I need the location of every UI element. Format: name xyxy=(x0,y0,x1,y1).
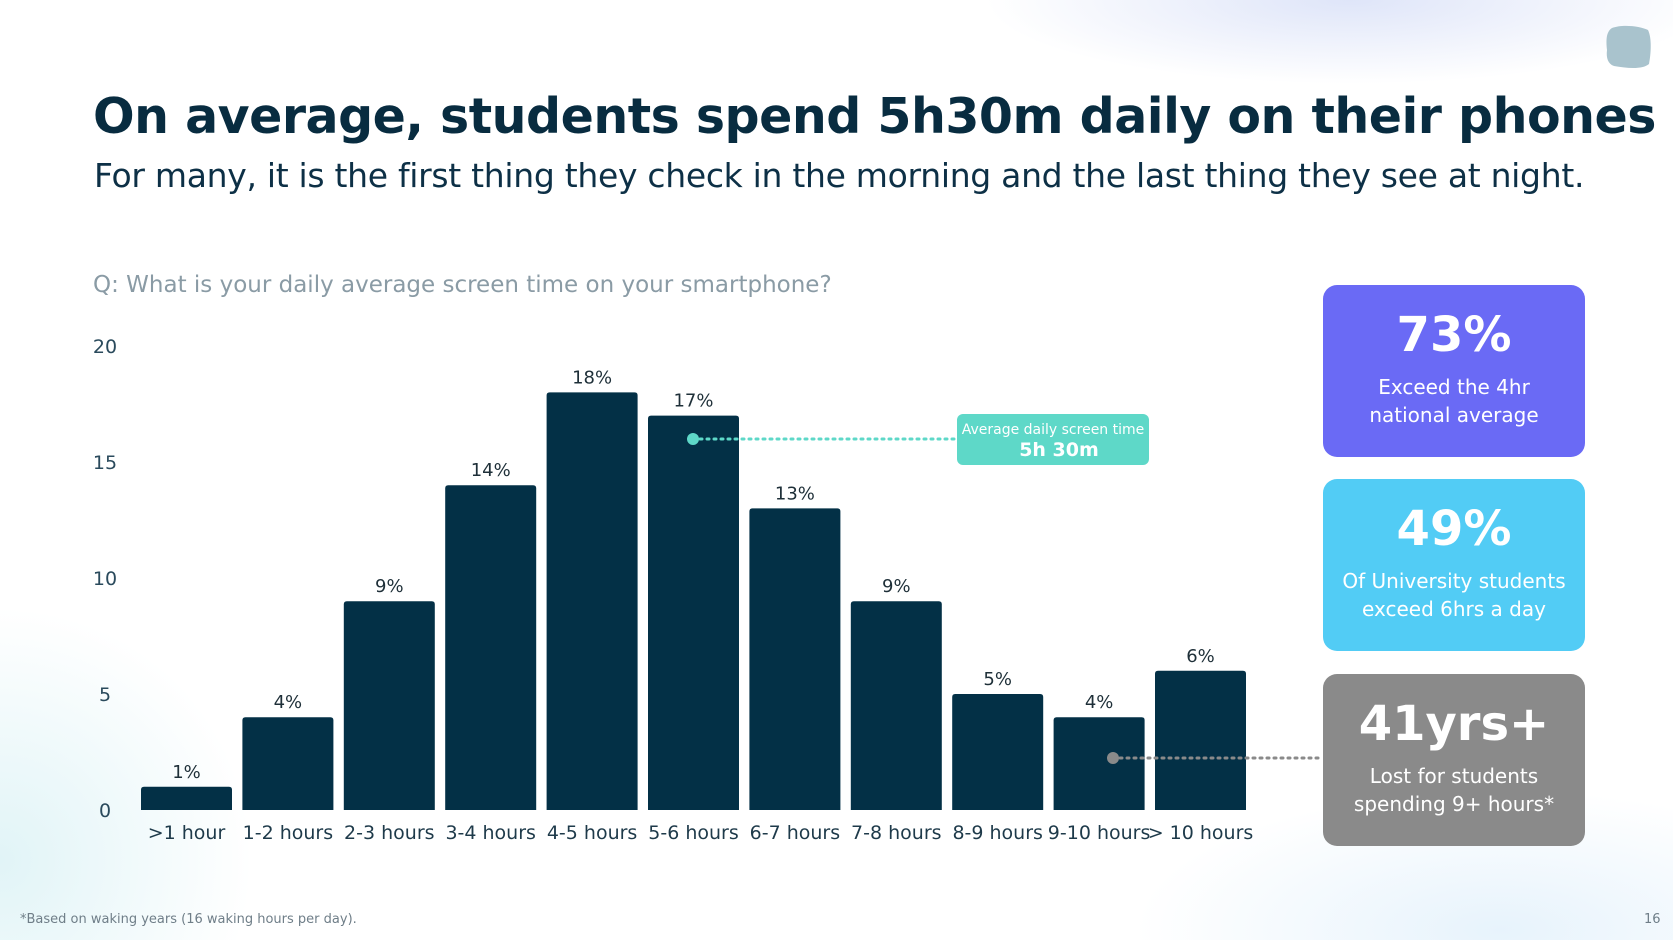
stat-value: 41yrs+ xyxy=(1358,696,1550,752)
lost-years-marker xyxy=(1107,752,1119,764)
bar xyxy=(242,717,334,810)
y-tick-label: 10 xyxy=(93,568,117,590)
x-tick-label: 7-8 hours xyxy=(851,822,942,844)
bar xyxy=(648,415,739,810)
callout-value: 5h 30m xyxy=(1019,439,1099,461)
page-number: 16 xyxy=(1644,912,1661,927)
stat-card-university-students: 49% Of University students exceed 6hrs a… xyxy=(1323,479,1585,651)
bar-data-label: 4% xyxy=(1085,692,1114,713)
x-tick-label: 9-10 hours xyxy=(1048,822,1151,844)
x-tick-label: >1 hour xyxy=(148,822,226,844)
brand-logo xyxy=(1606,25,1651,68)
bar-data-label: 18% xyxy=(572,367,612,388)
bar-data-label: 4% xyxy=(274,692,303,713)
x-tick-label: 4-5 hours xyxy=(547,822,638,844)
x-tick-label: 5-6 hours xyxy=(648,822,739,844)
bar xyxy=(749,508,841,810)
bar-data-label: 14% xyxy=(471,460,511,481)
bar-data-label: 5% xyxy=(983,669,1012,690)
stat-value: 49% xyxy=(1396,501,1512,557)
bar xyxy=(1155,670,1246,810)
average-callout: Average daily screen time 5h 30m xyxy=(687,414,1149,465)
bar xyxy=(141,786,232,810)
y-tick-label: 15 xyxy=(93,452,117,474)
stat-card-national-average: 73% Exceed the 4hr national average xyxy=(1323,285,1585,457)
stat-value: 73% xyxy=(1396,307,1512,363)
bar-data-label: 9% xyxy=(375,576,404,597)
stat-description: Of University students exceed 6hrs a day xyxy=(1342,569,1566,621)
bar xyxy=(1053,717,1145,810)
footnote: *Based on waking years (16 waking hours … xyxy=(20,912,357,927)
callout-label: Average daily screen time xyxy=(962,422,1145,438)
bar-data-label: 1% xyxy=(172,762,201,783)
bar xyxy=(343,601,435,810)
bar-data-label: 13% xyxy=(775,483,815,504)
survey-question: Q: What is your daily average screen tim… xyxy=(93,272,832,298)
x-tick-label: 6-7 hours xyxy=(750,822,841,844)
bar xyxy=(546,392,638,810)
bar-data-labels: 1% 4% 9% 14% 18% 17% 13% 9% 5% 4% 6% xyxy=(172,367,1215,782)
screen-time-bar-chart: 0 5 10 15 20 1% 4% 9% 14% 18% 17% 13% 9% 5% 4% 6% >1 h… xyxy=(93,336,1325,844)
callout-marker xyxy=(687,433,699,445)
bar-data-label: 9% xyxy=(882,576,911,597)
callout-box xyxy=(957,414,1149,465)
bar-data-label: 17% xyxy=(673,391,713,412)
y-tick-label: 5 xyxy=(99,684,111,706)
stat-card-years-lost: 41yrs+ Lost for students spending 9+ hou… xyxy=(1323,674,1585,846)
bar-data-label: 6% xyxy=(1186,646,1215,667)
page-subtitle: For many, it is the first thing they che… xyxy=(94,156,1585,195)
bars xyxy=(141,392,1246,810)
x-tick-label: 8-9 hours xyxy=(952,822,1043,844)
x-axis-ticks: >1 hour 1-2 hours 2-3 hours 3-4 hours 4-5 ho… xyxy=(148,822,1254,844)
x-tick-label: 2-3 hours xyxy=(344,822,435,844)
x-tick-label: 1-2 hours xyxy=(243,822,334,844)
stat-description: Exceed the 4hr national average xyxy=(1369,375,1539,427)
bar xyxy=(850,601,942,810)
stat-description: Lost for students spending 9+ hours* xyxy=(1353,764,1555,816)
page-title: On average, students spend 5h30m daily o… xyxy=(93,88,1656,145)
y-tick-label: 20 xyxy=(93,336,117,358)
lost-years-connector-group xyxy=(1107,752,1325,764)
bar xyxy=(445,485,537,810)
bar xyxy=(952,694,1044,810)
x-tick-label: > 10 hours xyxy=(1148,822,1254,844)
y-tick-label: 0 xyxy=(99,800,111,822)
y-axis-ticks: 0 5 10 15 20 xyxy=(93,336,117,822)
x-tick-label: 3-4 hours xyxy=(445,822,536,844)
